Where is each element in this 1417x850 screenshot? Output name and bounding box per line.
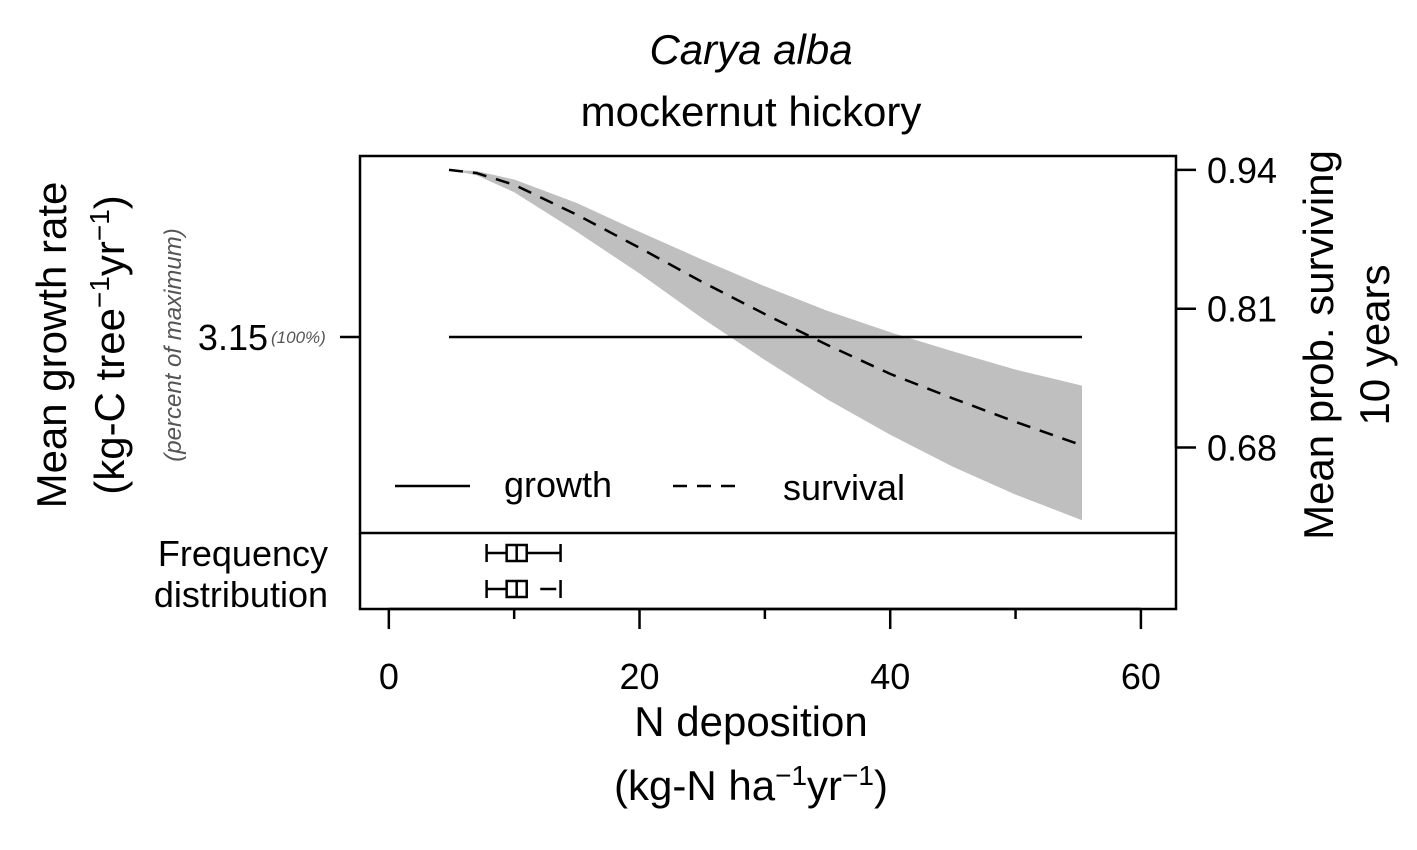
main-plot-panel: [358, 154, 1178, 535]
distribution-boxplots: [485, 543, 562, 599]
survival-tick-label: 0.68: [1207, 428, 1277, 469]
growth-axis: 3.15 (100%): [198, 317, 360, 358]
x-tick-label: 40: [870, 656, 910, 697]
survival-confidence-band: [449, 169, 1082, 521]
boxplot: [485, 543, 562, 563]
growth-tick-label: 3.15: [198, 317, 268, 358]
x-axis-title: N deposition (kg-N ha−1yr−1): [614, 698, 888, 809]
chart-subtitle: mockernut hickory: [581, 88, 922, 135]
x-tick-label: 0: [379, 656, 399, 697]
left-axis-title-line1: Mean growth rate: [28, 182, 75, 509]
legend-survival-label: survival: [783, 467, 905, 508]
survival-tick-label: 0.81: [1207, 289, 1277, 330]
right-axis-title-line1: Mean prob. surviving: [1295, 150, 1342, 540]
survival-axis: 0.94 0.81 0.68: [1174, 150, 1277, 469]
survival-series-line: [448, 168, 1083, 447]
x-tick-label: 60: [1121, 656, 1161, 697]
right-axis-title-line2: 10 years: [1351, 264, 1398, 425]
x-axis-title-line2: (kg-N ha−1yr−1): [614, 760, 888, 809]
right-axis-title: Mean prob. surviving 10 years: [1295, 150, 1398, 540]
survival-tick-label: 0.94: [1207, 150, 1277, 191]
distribution-panel-frame: [358, 533, 1178, 611]
x-axis: 0 20 40 60: [379, 607, 1161, 697]
legend-growth-label: growth: [504, 464, 612, 505]
distribution-panel: Frequency distribution: [154, 533, 1178, 615]
legend: growth survival: [395, 464, 905, 508]
distribution-label-line2: distribution: [154, 574, 328, 615]
x-tick-label: 20: [619, 656, 659, 697]
boxplot: [485, 579, 562, 599]
left-axis-title-line2: (kg-C tree−1yr−1): [84, 195, 133, 495]
left-axis-title-line3: (percent of maximum): [160, 228, 187, 461]
distribution-label-line1: Frequency: [158, 533, 328, 574]
left-axis-title: Mean growth rate (kg-C tree−1yr−1) (perc…: [28, 182, 187, 509]
x-axis-title-line1: N deposition: [634, 698, 867, 745]
growth-tick-percent: (100%): [271, 328, 326, 347]
chart-title: Carya alba: [649, 26, 852, 73]
